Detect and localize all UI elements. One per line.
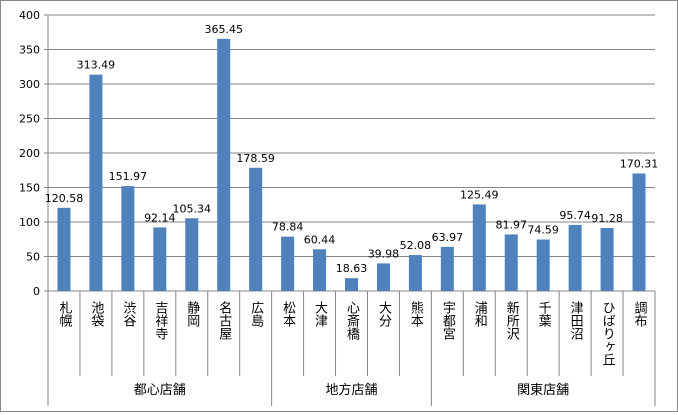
category-label: ひばりヶ丘 [600,301,616,366]
bar [440,246,454,291]
data-label: 120.58 [45,192,84,205]
bar [536,239,550,291]
category-label: 広島 [248,301,264,327]
bar [281,236,295,291]
bar [632,173,646,291]
category-label: 池袋 [88,301,104,327]
data-label: 39.98 [368,247,400,260]
bar [153,227,167,291]
category-label: 新所沢 [504,300,519,340]
y-tick-label: 350 [19,44,40,57]
data-label: 151.97 [109,170,148,183]
bar [376,263,390,291]
bar [89,74,103,292]
bar [313,249,327,291]
category-label: 吉祥寺 [152,301,168,340]
y-tick-label: 150 [19,182,40,195]
bar [57,207,71,291]
data-label: 52.08 [400,239,432,252]
y-tick-label: 0 [33,285,40,298]
y-tick-label: 400 [19,9,40,22]
data-label: 92.14 [144,211,176,224]
y-tick-label: 250 [19,113,40,126]
group-label: 関東店舗 [517,382,569,398]
data-label: 95.74 [559,209,591,222]
bar [345,278,358,291]
data-label: 63.97 [432,231,464,244]
bar [121,186,135,291]
data-label: 74.59 [527,224,559,237]
data-label: 60.44 [304,233,336,246]
category-label: 渋谷 [120,301,136,327]
y-tick-label: 300 [19,78,40,91]
category-label: 千葉 [536,301,552,327]
data-label: 91.28 [591,212,623,225]
data-label: 125.49 [460,188,499,201]
category-label: 浦和 [472,301,488,327]
bar [504,234,518,291]
group-label: 地方店舗 [325,382,377,398]
data-label: 78.84 [272,221,304,234]
category-label: 調布 [632,301,648,328]
bar [472,204,486,291]
category-label: 松本 [280,301,296,327]
bar [185,218,199,291]
category-label: 大津 [312,301,328,327]
data-label: 365.45 [204,23,243,36]
y-tick-label: 100 [19,216,40,229]
data-label: 18.63 [336,262,368,275]
bar [568,224,582,291]
data-label: 105.34 [173,202,212,215]
group-label: 都心店舗 [134,383,186,398]
data-label: 178.59 [236,152,275,165]
category-label: 宇都宮 [440,301,456,340]
category-label: 熊本 [408,300,424,327]
bar [217,38,231,291]
category-label: 静岡 [184,301,200,327]
category-label: 津田沼 [568,301,584,340]
data-label: 313.49 [77,59,116,72]
y-tick-label: 50 [26,251,40,264]
category-label: 心斎橋 [344,301,360,341]
y-tick-label: 200 [19,147,40,160]
category-label: 名古屋 [216,300,232,341]
bar [408,255,422,291]
category-label: 札幌 [56,301,71,327]
bar [600,228,614,291]
data-label: 170.31 [620,157,659,170]
bar [249,167,263,291]
data-label: 81.97 [495,218,527,231]
category-label: 大分 [376,301,392,328]
